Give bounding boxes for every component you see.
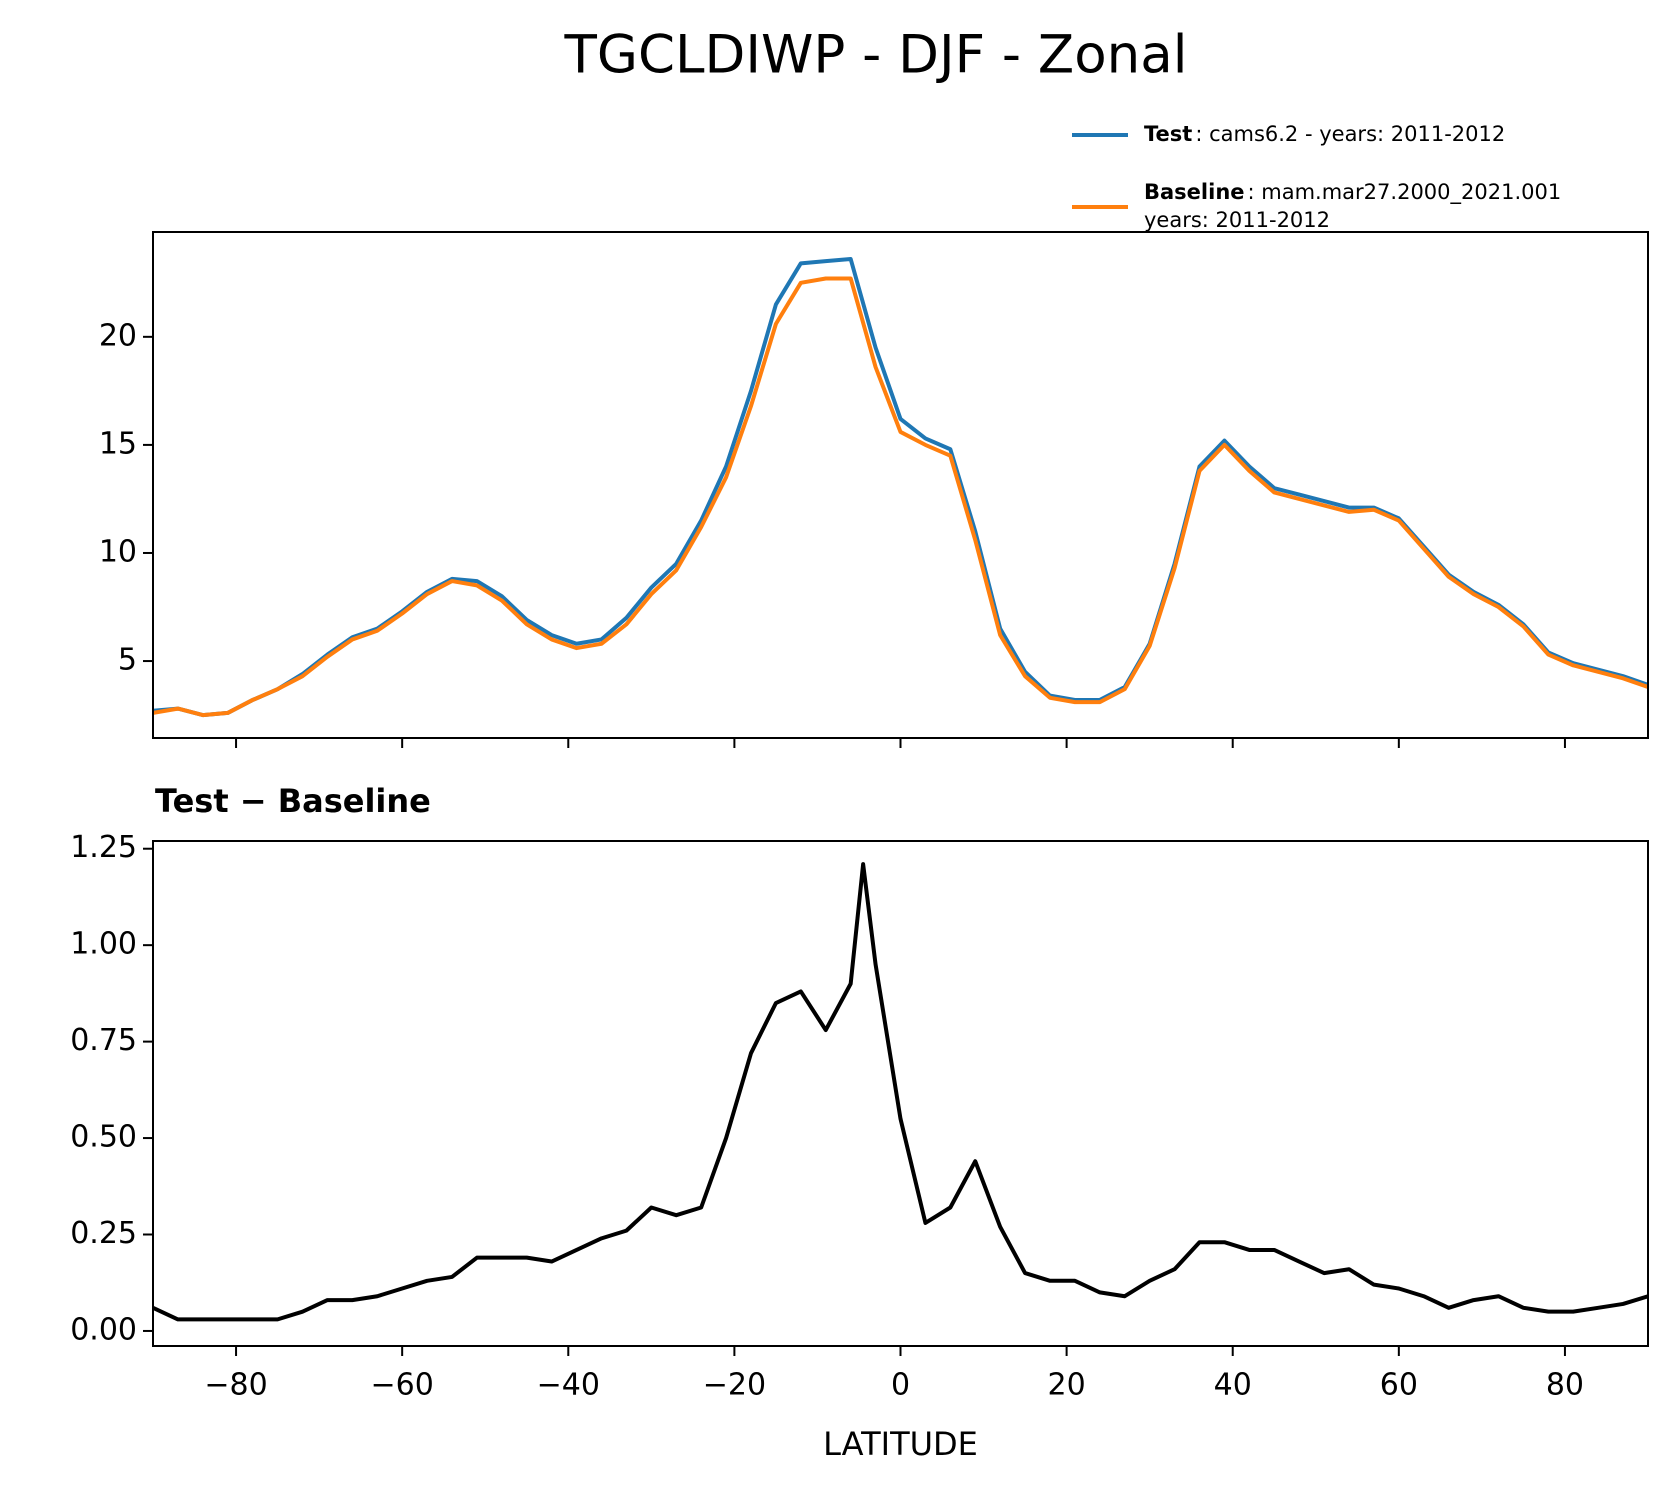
x-tick-label: −40 [537,1368,600,1403]
x-tick-label: 60 [1380,1368,1418,1403]
figure-title: TGCLDIWP - DJF - Zonal [564,25,1188,86]
data-line [153,862,1648,1322]
axes-title: Test − Baseline [155,782,431,820]
data-line [153,276,1648,718]
legend-description: : cams6.2 - years: 2011-2012 [1195,122,1505,146]
legend-description: years: 2011-2012 [1144,208,1330,232]
legend-name: Baseline [1144,180,1245,204]
x-tick-label: −80 [204,1368,267,1403]
y-tick-label: 20 [99,318,137,353]
axes-frame [152,840,1649,1347]
y-tick-label: 15 [99,426,137,461]
legend-description: : mam.mar27.2000_2021.001 [1248,180,1562,205]
x-tick-label: −60 [371,1368,434,1403]
x-axis-label: LATITUDE [823,1425,978,1463]
x-tick-label: 20 [1048,1368,1086,1403]
y-tick-label: 1.00 [70,927,137,962]
legend-label: Baseline: mam.mar27.2000_2021.001 [1144,180,1561,205]
legend-name: Test [1144,122,1192,146]
x-tick-label: 40 [1214,1368,1252,1403]
y-tick-label: 5 [118,643,137,678]
axes-frame [152,231,1649,739]
x-tick-label: 0 [891,1368,910,1403]
x-tick-label: −20 [703,1368,766,1403]
y-tick-label: 1.25 [70,830,137,865]
x-tick-label: 80 [1546,1368,1584,1403]
data-line [153,257,1648,718]
y-tick-label: 0.00 [70,1312,137,1347]
y-tick-label: 0.75 [70,1023,137,1058]
y-tick-label: 0.25 [70,1216,137,1251]
y-tick-label: 10 [99,534,137,569]
y-tick-label: 0.50 [70,1120,137,1155]
legend-label: Test: cams6.2 - years: 2011-2012 [1144,122,1505,146]
